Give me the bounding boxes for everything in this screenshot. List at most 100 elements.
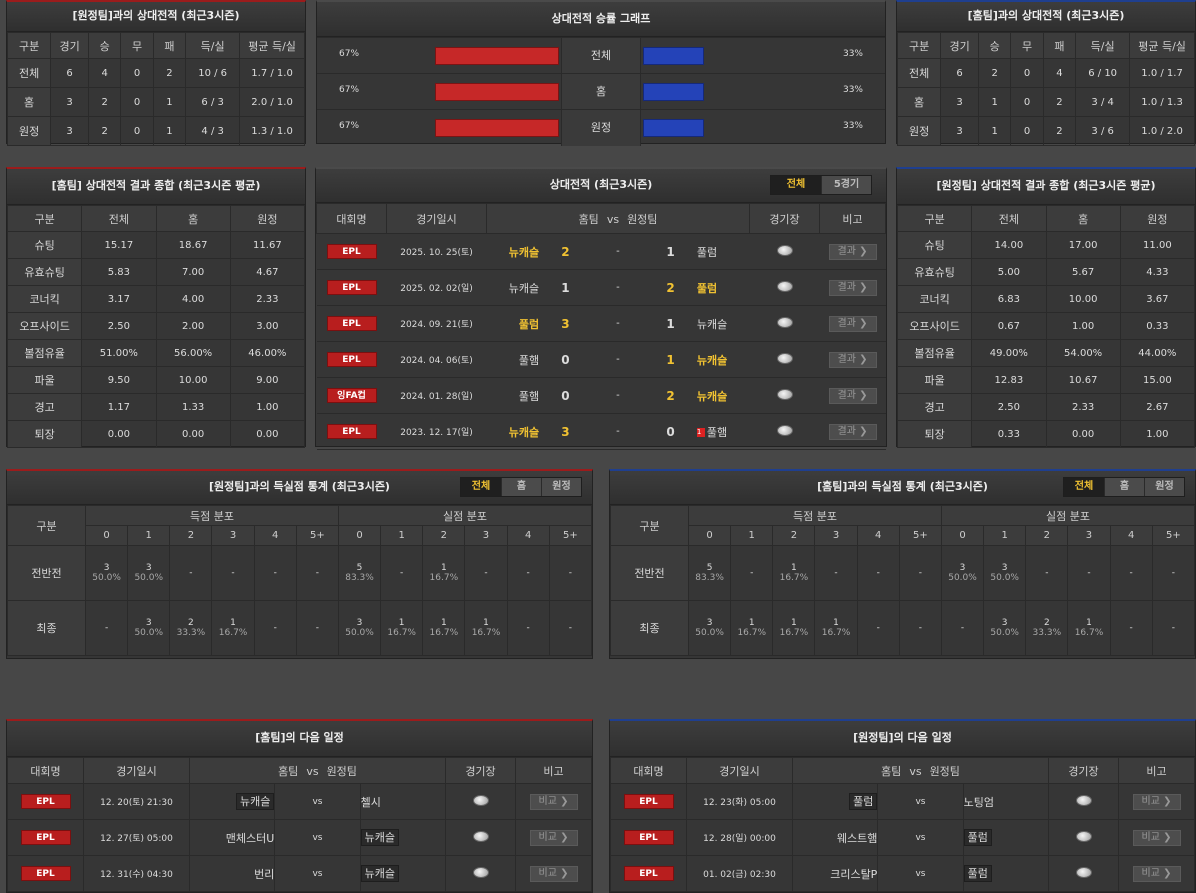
header-row: 대회명 경기일시 홈팀 vs 원정팀 경기장 비고 [7, 757, 592, 784]
schedule-row[interactable]: EPL 01. 02(금) 02:30 크리스탈P vs 풀럼 비교 ❯ [610, 855, 1195, 892]
column-header-label: 구분 [610, 505, 689, 546]
table-row: 전체 6 2 0 4 6 / 10 1.0 / 1.7 [896, 58, 1195, 88]
goal-cell: - [1109, 545, 1153, 601]
column-header-label: 구분 [7, 505, 86, 546]
date-cell: 2024. 04. 06(토) [386, 341, 487, 378]
venue-cell [445, 855, 516, 892]
schedule-row[interactable]: EPL 12. 23(화) 05:00 풀럼 vs 노팅엄 비교 ❯ [610, 783, 1195, 820]
goal-stats-right-panel: [홈팀]과의 득실점 통계 (최근3시즌) 전체 홈 원정 구분 득점 분포 실점 분포… [609, 469, 1196, 659]
goal-stats-right-tabs: 전체 홈 원정 [1063, 477, 1185, 497]
stat-cell: 4 / 3 [185, 116, 241, 146]
stat-cell: 2 [87, 87, 122, 117]
row-label: 유효슈팅 [896, 258, 973, 286]
goal-cell: - [898, 600, 942, 656]
tab-second[interactable]: 홈 [501, 478, 541, 496]
result-button[interactable]: 결과 ❯ [828, 279, 877, 296]
row-label: 전체 [6, 58, 52, 88]
tab-all[interactable]: 전체 [771, 176, 821, 194]
stadium-icon[interactable] [776, 280, 793, 292]
note-cell: 결과 ❯ [819, 341, 886, 378]
league-badge: 잉FA컵 [326, 388, 377, 403]
stat-cell: 0.00 [155, 420, 231, 448]
goal-count-header: 5+ [898, 525, 942, 546]
stadium-icon[interactable] [472, 794, 489, 806]
result-button[interactable]: 결과 ❯ [828, 315, 877, 332]
goal-count: 3 [959, 563, 966, 573]
tab-all[interactable]: 전체 [461, 478, 501, 496]
date-cell: 2025. 02. 02(일) [386, 269, 487, 306]
stadium-icon[interactable] [776, 424, 793, 436]
league-badge: EPL [326, 244, 377, 259]
match-row[interactable]: EPL 2025. 02. 02(일) 뉴캐슬 1-2 풀럼 결과 ❯ [316, 269, 886, 306]
result-button[interactable]: 결과 ❯ [828, 351, 877, 368]
stat-cell: 7.00 [155, 258, 231, 286]
compare-button[interactable]: 비교 ❯ [529, 865, 578, 882]
home-team: 맨체스터U [188, 819, 276, 856]
stadium-icon[interactable] [776, 388, 793, 400]
home-winrate-bar [435, 119, 559, 137]
compare-button[interactable]: 비교 ❯ [1132, 793, 1181, 810]
compare-button[interactable]: 비교 ❯ [529, 829, 578, 846]
stat-cell: 3 [940, 87, 979, 117]
match-row[interactable]: 잉FA컵 2024. 01. 28(일) 풀햄 0-2 뉴캐슬 결과 ❯ [316, 377, 886, 414]
match-row[interactable]: EPL 2024. 04. 06(토) 풀햄 0-1 뉴캐슬 결과 ❯ [316, 341, 886, 378]
goal-percent: 50.0% [695, 628, 724, 638]
stadium-icon[interactable] [1075, 830, 1092, 842]
tab-third[interactable]: 원정 [541, 478, 581, 496]
match-row[interactable]: EPL 2023. 12. 17(일) 뉴캐슬 3-0 1 풀햄 결과 ❯ [316, 413, 886, 450]
stat-cell: 0 [1010, 58, 1044, 88]
stadium-icon[interactable] [1075, 794, 1092, 806]
result-button[interactable]: 결과 ❯ [828, 387, 877, 404]
date-cell: 2024. 01. 28(일) [386, 377, 487, 414]
stadium-icon[interactable] [776, 244, 793, 256]
stat-cell: 44.00% [1119, 339, 1196, 367]
column-header: 평균 득/실 [239, 32, 305, 59]
home-summary-title: [홈팀] 상대전적 결과 종합 (최근3시즌 평균) [7, 169, 305, 205]
match-row[interactable]: EPL 2024. 09. 21(토) 풀럼 3-1 뉴캐슬 결과 ❯ [316, 305, 886, 342]
schedule-row[interactable]: EPL 12. 27(토) 05:00 맨체스터U vs 뉴캐슬 비교 ❯ [7, 819, 592, 856]
stadium-icon[interactable] [1075, 866, 1092, 878]
red-card-icon: 1 [696, 428, 705, 437]
tab-all[interactable]: 전체 [1064, 478, 1104, 496]
column-header: 득/실 [185, 32, 241, 59]
schedule-row[interactable]: EPL 12. 31(수) 04:30 번리 vs 뉴캐슬 비교 ❯ [7, 855, 592, 892]
compare-button[interactable]: 비교 ❯ [529, 793, 578, 810]
note-cell: 결과 ❯ [819, 233, 886, 270]
match-row[interactable]: EPL 2025. 10. 25(토) 뉴캐슬 2-1 풀럼 결과 ❯ [316, 233, 886, 270]
stat-cell: 10.00 [155, 366, 231, 394]
away-team-name: 뉴캐슬 [360, 829, 400, 846]
score-separator: - [591, 377, 645, 414]
away-team: 풀럼 [962, 819, 1050, 856]
table-row: 경고 1.17 1.33 1.00 [6, 393, 306, 421]
goal-count: - [876, 623, 880, 633]
column-header: 홈 [155, 205, 231, 232]
goal-count: - [750, 568, 754, 578]
compare-button[interactable]: 비교 ❯ [1132, 829, 1181, 846]
goal-percent: 50.0% [134, 573, 164, 583]
stadium-icon[interactable] [472, 866, 489, 878]
row-label: 볼점유율 [6, 339, 83, 367]
stat-cell: 6 / 10 [1075, 58, 1131, 88]
date-cell: 01. 02(금) 02:30 [686, 855, 793, 892]
tab-second[interactable]: 홈 [1104, 478, 1144, 496]
result-button[interactable]: 결과 ❯ [828, 243, 877, 260]
schedule-row[interactable]: EPL 12. 28(일) 00:00 웨스트햄 vs 풀럼 비교 ❯ [610, 819, 1195, 856]
compare-button[interactable]: 비교 ❯ [1132, 865, 1181, 882]
goal-cell: - [84, 600, 129, 656]
tab-third[interactable]: 원정 [1144, 478, 1184, 496]
stadium-icon[interactable] [776, 352, 793, 364]
goal-stats-right-title-text: [홈팀]과의 득실점 통계 (최근3시즌) [817, 480, 988, 493]
goal-percent: 83.3% [345, 573, 374, 583]
schedule-row[interactable]: EPL 12. 20(토) 21:30 뉴캐슬 vs 첼시 비교 ❯ [7, 783, 592, 820]
goal-cell: - [548, 600, 593, 656]
stadium-icon[interactable] [776, 316, 793, 328]
away-team-name: 풀럼 [963, 865, 992, 882]
stat-cell: 0.33 [971, 420, 1047, 448]
tab-second[interactable]: 5경기 [821, 176, 871, 194]
table-row: 파울 9.50 10.00 9.00 [6, 366, 306, 394]
result-button[interactable]: 결과 ❯ [828, 423, 877, 440]
column-header: 무 [1010, 32, 1044, 59]
league-cell: EPL [316, 233, 387, 270]
goal-count-header: 4 [506, 525, 550, 546]
stadium-icon[interactable] [472, 830, 489, 842]
